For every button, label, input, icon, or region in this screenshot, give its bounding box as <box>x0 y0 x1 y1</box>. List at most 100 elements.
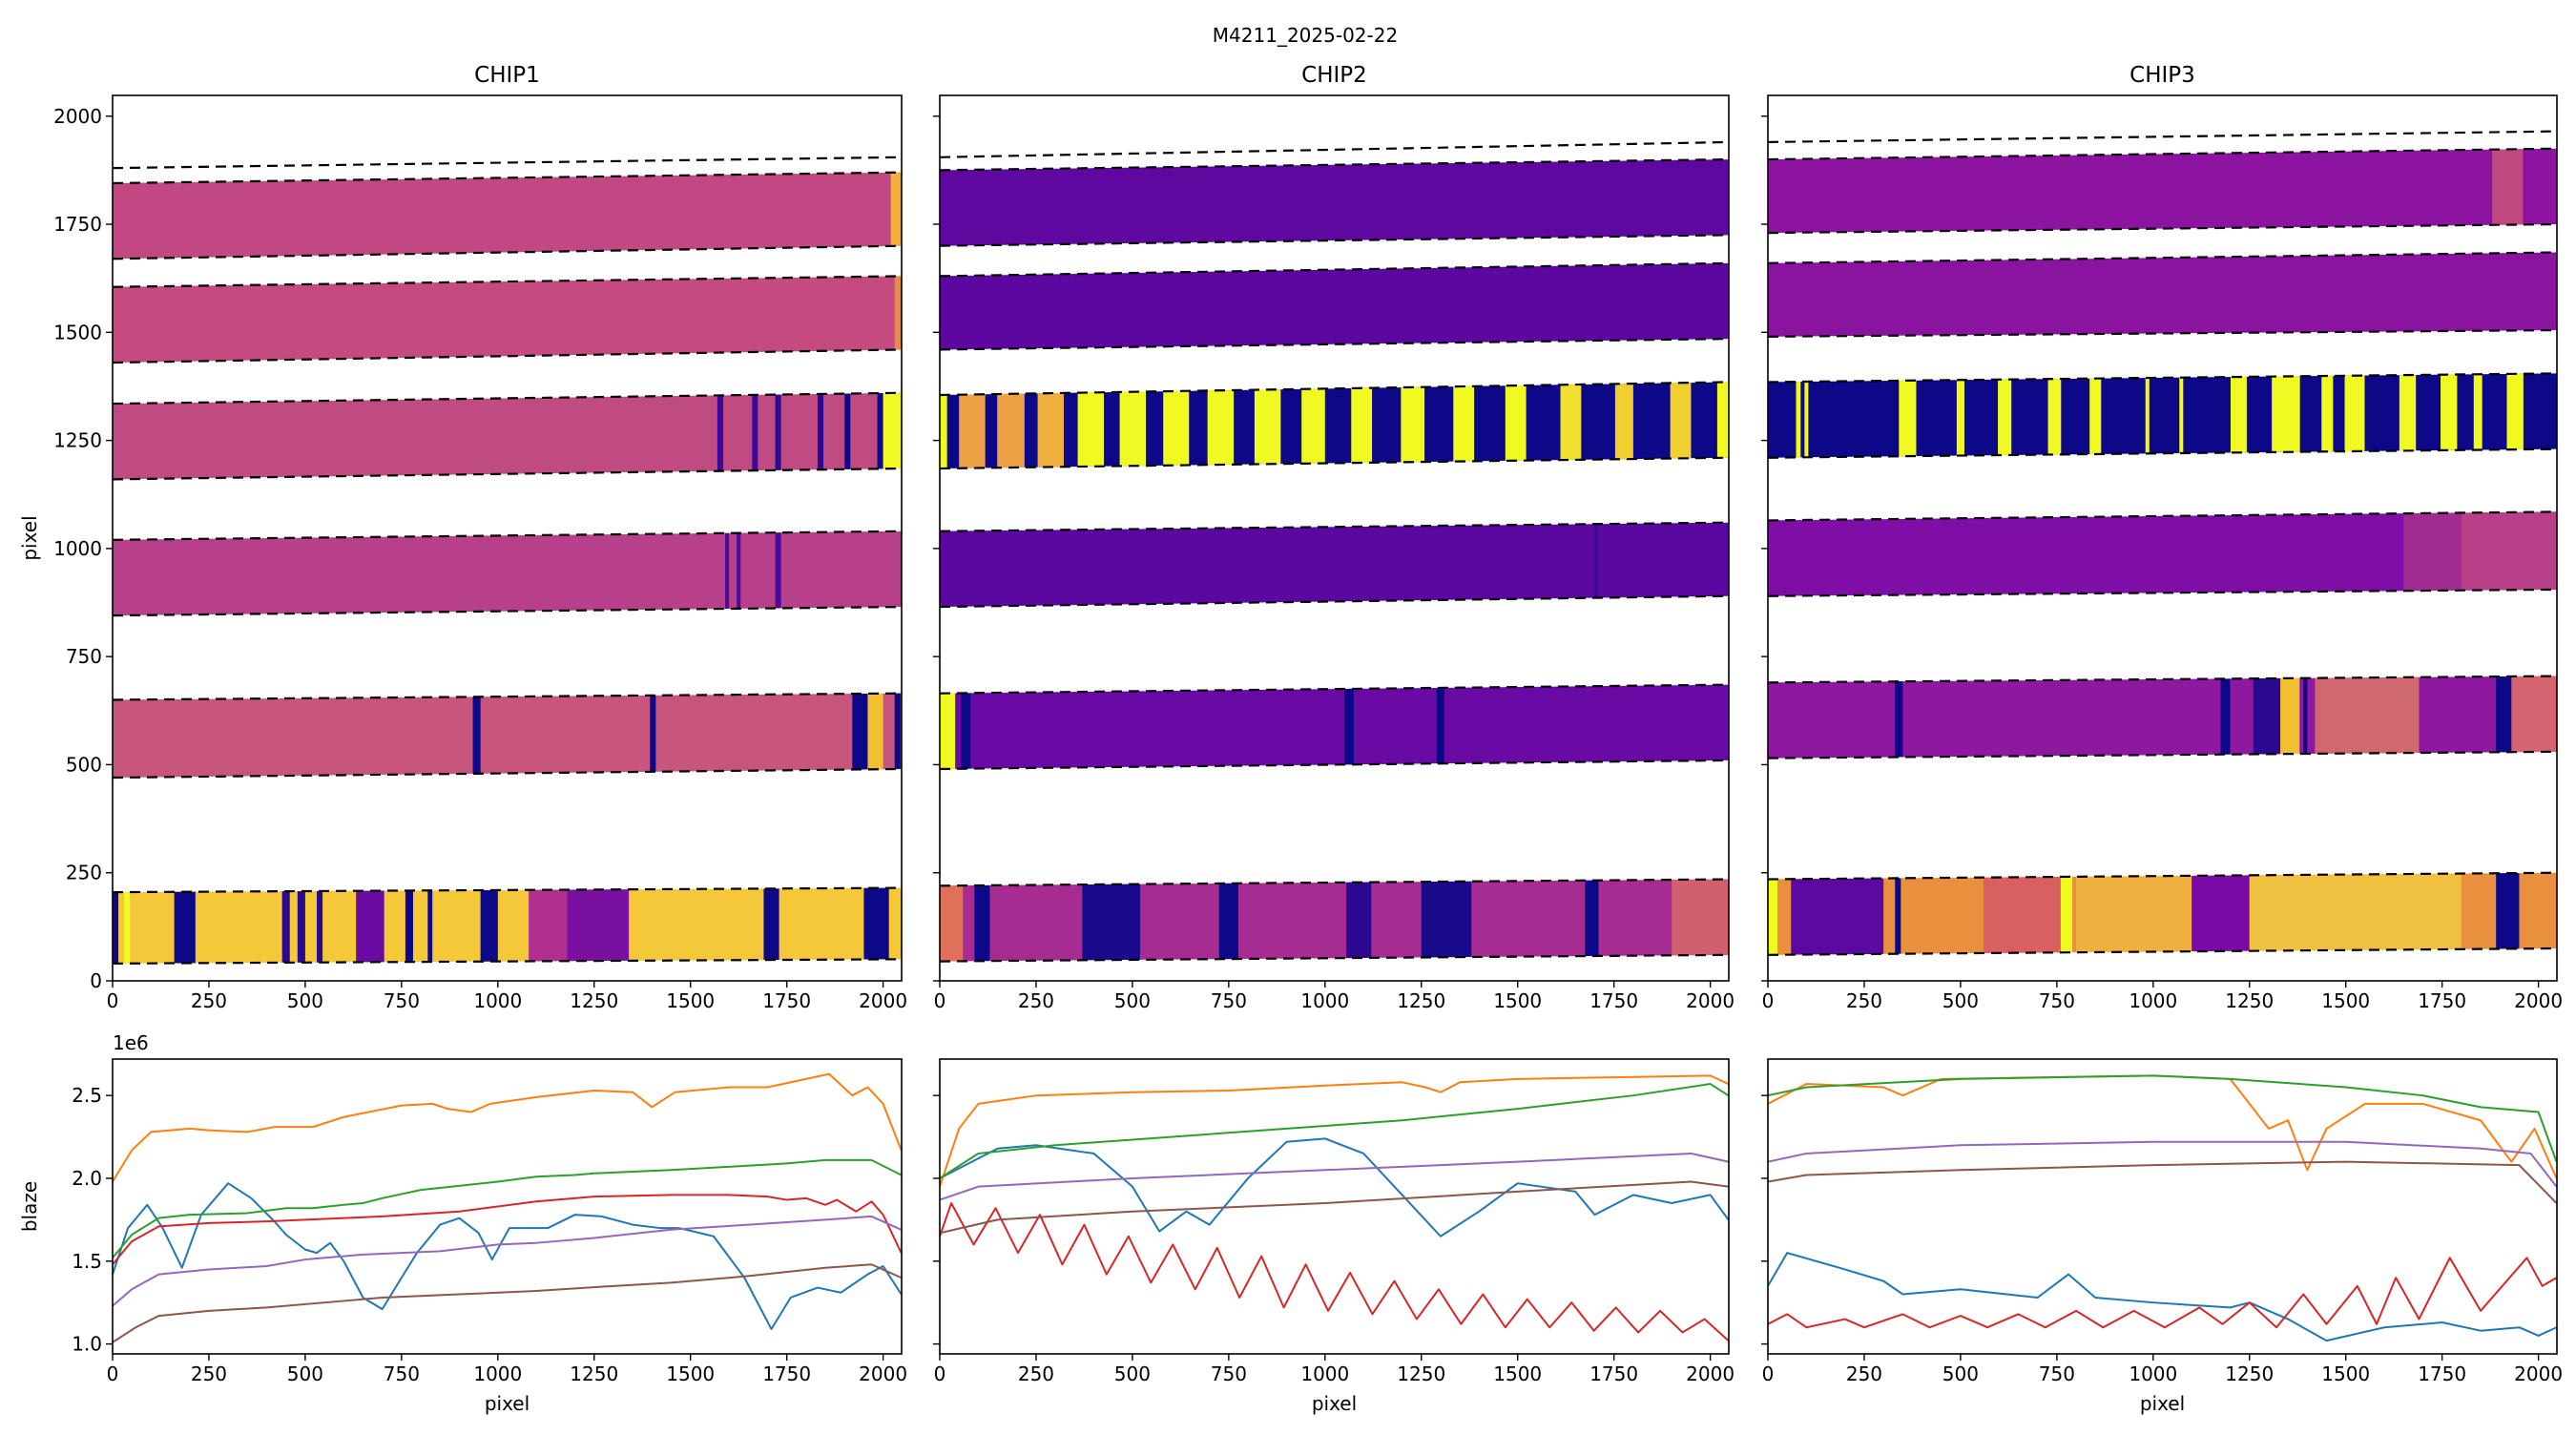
spectral-line <box>1218 883 1238 960</box>
x-tick-label: 250 <box>1018 989 1054 1012</box>
x-tick-label: 1750 <box>762 989 811 1012</box>
panel-title: CHIP2 <box>1301 63 1367 88</box>
blaze-panel-1: pixel 1e6 0 250 500 750 1000 1250 1500 1750 2000 1.… <box>18 1031 907 1415</box>
order-band <box>113 276 902 364</box>
order-trace-line <box>940 140 1729 158</box>
spectral-line <box>752 394 758 471</box>
x-tick-label: 1750 <box>2418 989 2466 1012</box>
x-tick-label: 500 <box>287 1362 323 1385</box>
spectral-line <box>2344 375 2365 452</box>
image-panel-1: CHIP1 0 250 500 750 1000 1250 1500 1750 2000 0 250 5… <box>18 63 907 1012</box>
spectral-line <box>1998 379 2012 456</box>
spectral-line <box>1560 384 1582 461</box>
order-trace-line <box>940 953 1729 963</box>
spectral-line <box>2272 376 2300 452</box>
spectral-line <box>1119 391 1147 467</box>
spectral-line <box>1594 524 1598 598</box>
order-trace-line <box>113 467 902 481</box>
spectral-line <box>1163 390 1190 466</box>
x-tick-label: 500 <box>1114 1362 1151 1385</box>
spectral-line <box>2253 677 2281 755</box>
spectral-line <box>1956 380 1964 456</box>
spectral-line <box>725 532 730 610</box>
spectral-line <box>2461 511 2557 591</box>
x-tick-label: 1000 <box>1300 989 1349 1012</box>
spectral-line <box>1343 688 1355 765</box>
axes-frame <box>939 94 1730 982</box>
x-tick-label: 250 <box>1846 1362 1882 1385</box>
x-tick-label: 2000 <box>859 989 907 1012</box>
order-trace-line <box>113 391 902 406</box>
blaze-series-purple <box>113 1215 902 1307</box>
x-tick-label: 1250 <box>1397 989 1445 1012</box>
order-band <box>1768 872 2557 955</box>
spectral-line <box>1895 878 1901 954</box>
blaze-series-blue <box>940 1137 1729 1237</box>
x-tick-label: 750 <box>384 1362 420 1385</box>
spectral-line <box>1301 388 1325 464</box>
spectral-line <box>1768 879 1778 955</box>
spectral-line <box>2496 676 2512 753</box>
order-trace-line <box>1768 750 2557 759</box>
spectral-line <box>2145 378 2150 454</box>
x-tick-label: 1500 <box>1493 1362 1542 1385</box>
spectral-line <box>480 889 498 962</box>
order-band <box>113 172 902 260</box>
x-tick-label: 1000 <box>473 1362 522 1385</box>
offset-label: 1e6 <box>113 1031 149 1054</box>
x-axis-label: pixel <box>2140 1392 2185 1415</box>
spectral-line <box>356 890 384 963</box>
order-trace-line <box>1768 372 2557 384</box>
x-tick-label: 0 <box>934 1362 946 1385</box>
spectral-line <box>2076 875 2192 953</box>
order-band <box>940 684 1729 769</box>
spectral-line <box>405 890 413 963</box>
blaze-series-green <box>940 1083 1729 1179</box>
y-tick-label: 1750 <box>53 213 102 236</box>
spectral-line <box>567 889 630 962</box>
x-tick-label: 750 <box>384 989 420 1012</box>
spectral-line <box>1453 385 1475 462</box>
order-trace-line <box>113 767 902 780</box>
order-band <box>940 522 1729 608</box>
axes-frame <box>1767 1058 2558 1355</box>
y-tick-label: 500 <box>66 753 102 776</box>
spectral-line <box>1037 392 1065 468</box>
spectral-line <box>2399 374 2417 451</box>
blaze-series-red <box>1768 1257 2557 1329</box>
x-tick-label: 250 <box>1846 989 1882 1012</box>
order-band <box>940 879 1729 962</box>
x-tick-label: 1000 <box>2129 1362 2177 1385</box>
band-fill <box>1768 511 2557 596</box>
order-trace-line <box>1768 946 2557 956</box>
spectral-line <box>2230 376 2247 453</box>
band-fill <box>940 522 1729 608</box>
order-trace-line <box>940 759 1729 771</box>
spectral-line <box>961 693 971 769</box>
order-trace-line <box>940 157 1729 172</box>
order-trace-line <box>1768 510 2557 522</box>
spectral-line <box>763 888 779 961</box>
x-tick-label: 1000 <box>2129 989 2177 1012</box>
spectral-line <box>1436 687 1444 764</box>
spectral-line <box>2089 378 2102 455</box>
order-trace-line <box>113 958 902 965</box>
spectral-line <box>1401 386 1424 463</box>
blaze-series-green <box>1768 1074 2557 1162</box>
band-fill <box>113 392 902 480</box>
spectral-line <box>1351 387 1373 464</box>
spectral-line <box>2047 379 2062 455</box>
x-tick-label: 0 <box>107 989 119 1012</box>
blaze-series-orange <box>1768 1074 2557 1179</box>
spectral-line <box>1614 384 1633 460</box>
order-band <box>113 693 902 779</box>
blaze-series-red <box>113 1194 902 1265</box>
y-tick-label: 1500 <box>53 321 102 343</box>
y-tick-label: 1.0 <box>72 1333 102 1356</box>
panel-title: CHIP3 <box>2129 63 2195 88</box>
order-trace-line <box>1768 222 2557 235</box>
spectral-line <box>472 697 481 774</box>
spectral-line <box>174 891 196 964</box>
order-trace-line <box>113 156 902 170</box>
